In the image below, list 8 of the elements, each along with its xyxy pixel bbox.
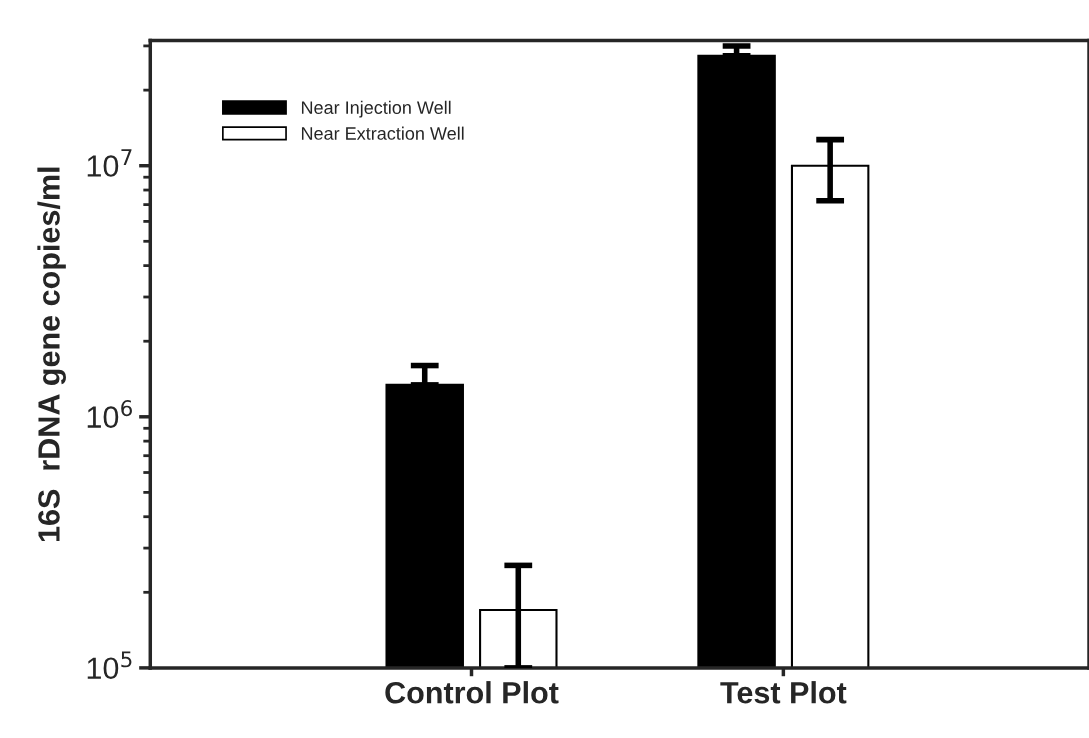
x-tick-label: Test Plot — [720, 681, 847, 704]
y-axis-title: 16S rDNA gene copies/ml — [37, 167, 66, 542]
y-tick-label: 10$^{7}$ — [87, 149, 132, 177]
legend-label: Near Injection Well — [301, 100, 451, 118]
y-tick-label: 10$^{6}$ — [87, 400, 132, 428]
y-tick-label: 10$^{5}$ — [87, 651, 132, 680]
x-tick-label: Control Plot — [385, 681, 559, 704]
legend-label: Near Extraction Well — [301, 126, 464, 140]
